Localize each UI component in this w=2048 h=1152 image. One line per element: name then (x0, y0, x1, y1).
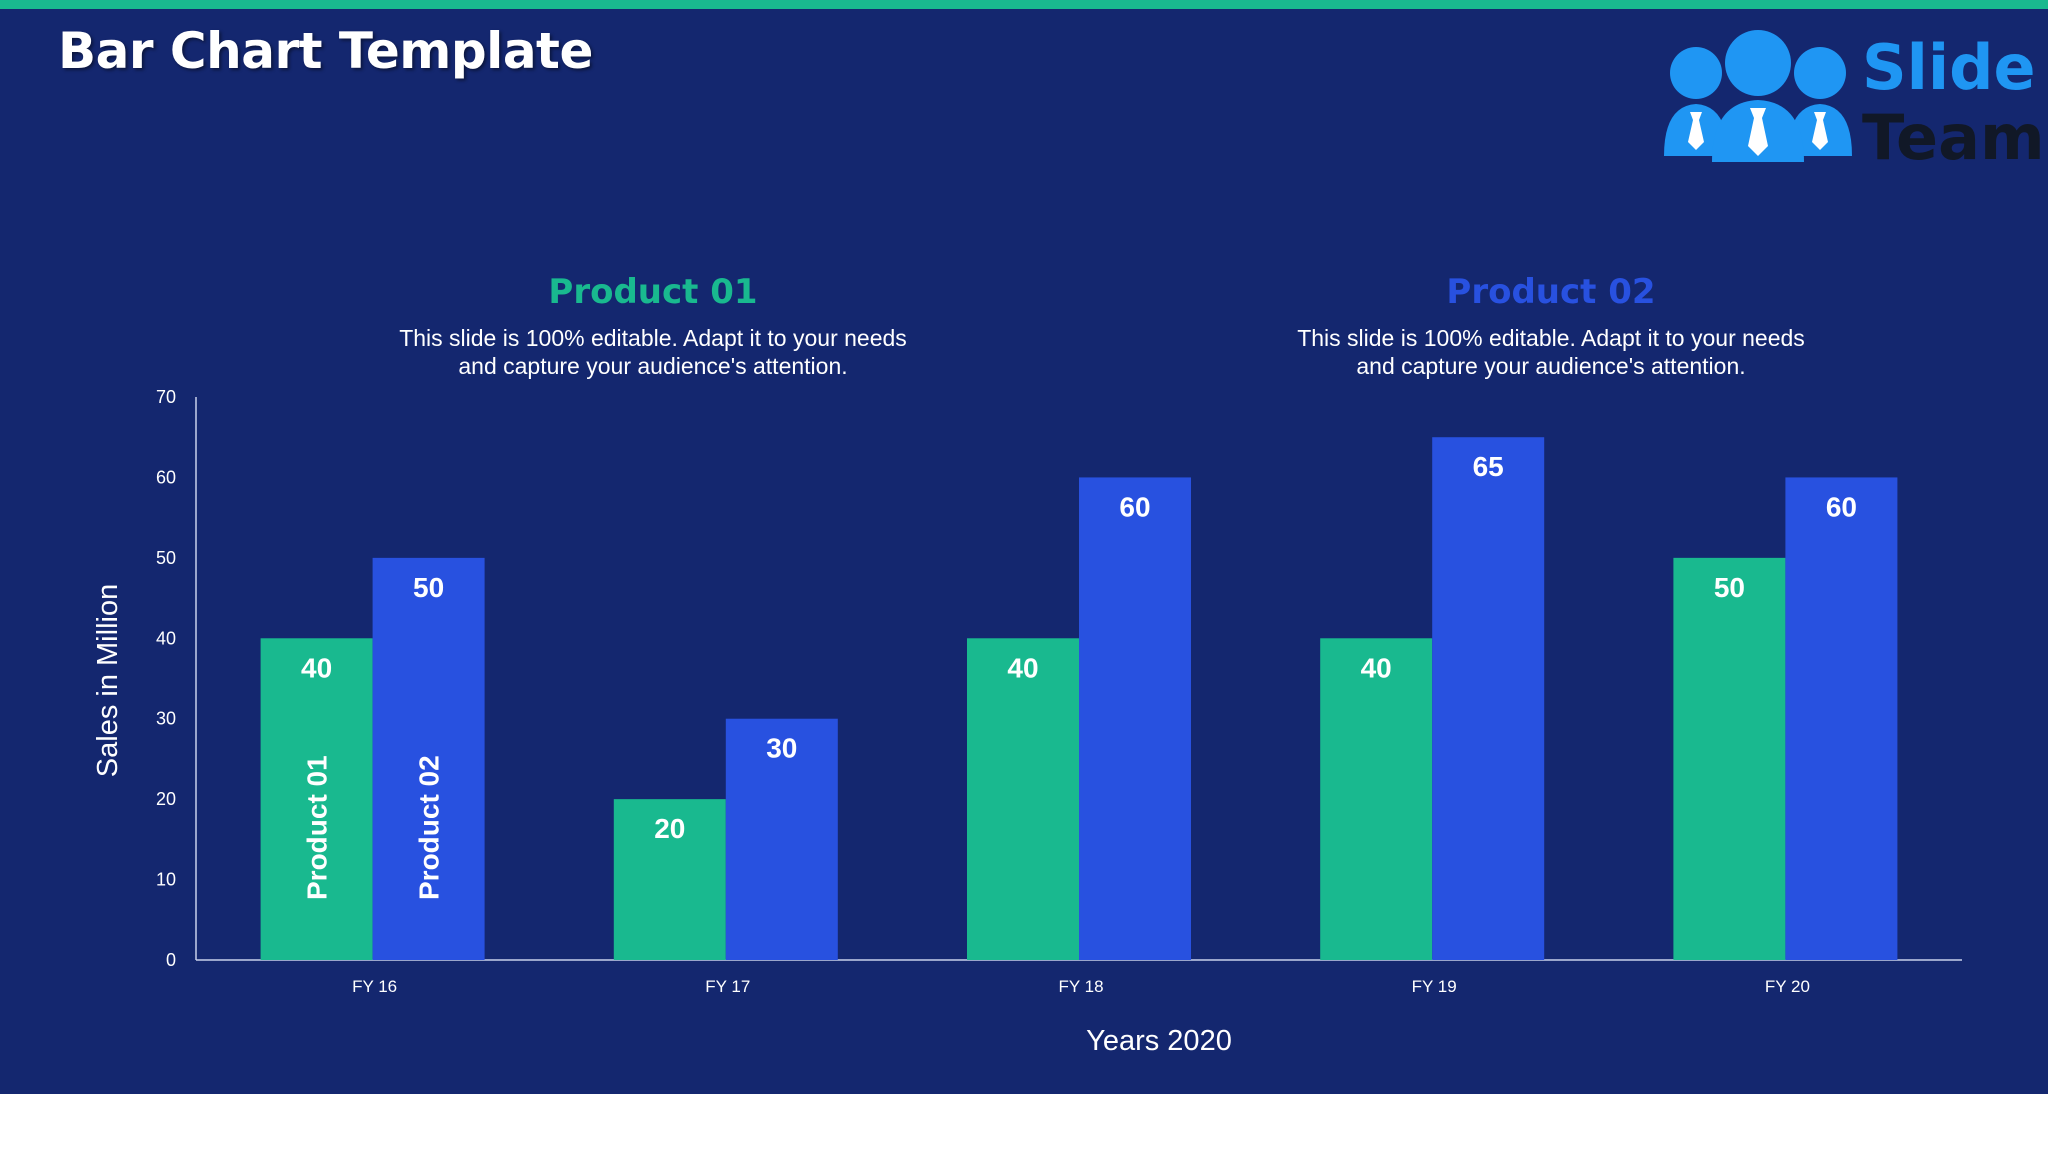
series-name-label: Product 02 (414, 755, 445, 900)
bar-product-02 (372, 557, 485, 960)
slide: Bar Chart Template Product 01 This slide… (0, 0, 2048, 1094)
legend-description-line: This slide is 100% editable. Adapt it to… (1297, 325, 1805, 351)
y-tick-label: 40 (156, 628, 176, 648)
x-axis-title: Years 2020 (1086, 1025, 1232, 1057)
legend-product-02: Product 02 This slide is 100% editable. … (1231, 268, 1871, 380)
people-icon (1664, 30, 1852, 162)
y-tick-label: 60 (156, 467, 176, 487)
legend-title: Product 02 (1446, 272, 1656, 312)
y-tick-label: 70 (156, 387, 176, 407)
legend-description: This slide is 100% editable. Adapt it to… (1231, 324, 1871, 380)
bar-product-02 (725, 718, 838, 960)
y-tick-label: 10 (156, 870, 176, 890)
bar-product-02 (1432, 437, 1545, 960)
data-label: 50 (413, 572, 444, 603)
legend-product-01: Product 01 This slide is 100% editable. … (333, 268, 973, 380)
legend-description-line: This slide is 100% editable. Adapt it to… (399, 325, 907, 351)
page-title: Bar Chart Template (58, 22, 593, 80)
bar-product-02 (1079, 477, 1191, 960)
data-label: 60 (1119, 491, 1150, 522)
y-tick-label: 50 (156, 548, 176, 568)
x-tick-label: FY 18 (1058, 977, 1103, 996)
x-tick-label: FY 17 (705, 977, 750, 996)
data-label: 60 (1826, 491, 1857, 522)
bar-product-01 (1320, 638, 1433, 960)
bar-product-01 (260, 638, 373, 960)
x-tick-label: FY 20 (1765, 977, 1810, 996)
data-label: 65 (1473, 451, 1504, 482)
bar-product-01 (613, 799, 726, 960)
x-tick-label: FY 19 (1412, 977, 1457, 996)
bar-product-02 (1785, 477, 1898, 960)
bar-product-01 (1673, 557, 1786, 960)
logo-text-slide: Slide (1862, 31, 2036, 104)
series-name-label: Product 01 (302, 755, 333, 900)
data-label: 40 (301, 652, 332, 683)
y-tick-label: 20 (156, 789, 176, 809)
data-label: 20 (654, 813, 685, 844)
data-label: 40 (1007, 652, 1038, 683)
logo-text-team: Team (1862, 101, 2045, 174)
legend-description: This slide is 100% editable. Adapt it to… (333, 324, 973, 380)
data-label: 40 (1361, 652, 1392, 683)
data-label: 30 (766, 733, 797, 764)
legend-description-line: and capture your audience's attention. (458, 353, 848, 379)
y-tick-label: 0 (166, 950, 176, 970)
bar-chart: 0 10 20 30 40 50 60 70 Sales in Million Years 202… (92, 387, 1962, 1057)
data-label: 50 (1714, 572, 1745, 603)
accent-strip (0, 0, 2048, 9)
x-tick-label: FY 16 (352, 977, 397, 996)
legend-description-line: and capture your audience's attention. (1356, 353, 1746, 379)
legend-title: Product 01 (548, 272, 758, 312)
slideteam-logo: Slide Team (1660, 28, 2045, 169)
y-tick-label: 30 (156, 709, 176, 729)
bar-product-01 (967, 638, 1079, 960)
y-axis-title: Sales in Million (92, 584, 124, 777)
